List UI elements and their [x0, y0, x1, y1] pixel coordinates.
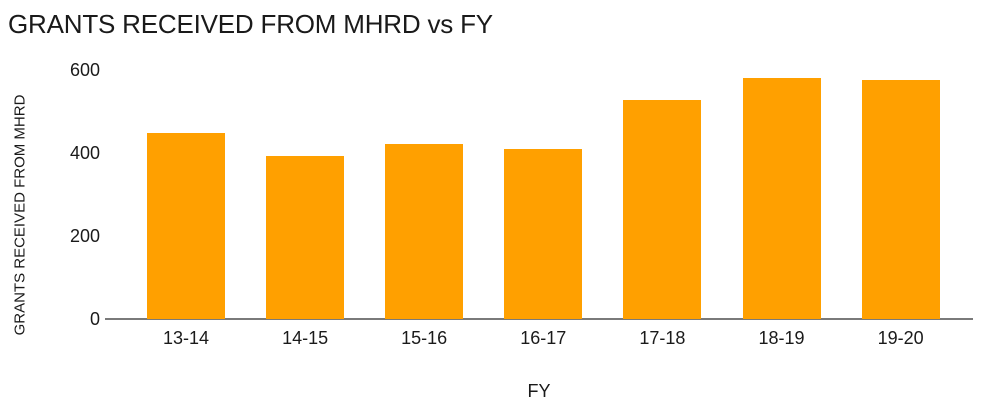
x-tick-label: 13-14 — [162, 328, 210, 348]
y-tick-label: 600 — [69, 60, 100, 80]
y-tick-label: 0 — [89, 309, 100, 329]
y-tick-label: 200 — [69, 226, 100, 246]
chart-title: GRANTS RECEIVED FROM MHRD vs FY — [8, 9, 493, 39]
bar-13-14 — [147, 133, 225, 319]
x-tick-label: 14-15 — [282, 328, 329, 348]
bar-14-15 — [266, 156, 345, 319]
y-axis-title: GRANTS RECEIVED FROM MHRD — [11, 94, 29, 336]
x-tick-label: 17-18 — [639, 328, 686, 348]
y-tick-label: 400 — [69, 143, 100, 163]
x-tick-label: 15-16 — [401, 328, 448, 348]
bar-16-17 — [504, 148, 583, 319]
x-axis-line — [105, 318, 973, 320]
bar-15-16 — [385, 144, 464, 319]
x-axis-title: FY — [527, 381, 551, 401]
bar-19-20 — [861, 79, 940, 319]
x-tick-label: 18-19 — [758, 328, 805, 348]
x-tick-label: 16-17 — [520, 328, 567, 348]
bar-17-18 — [623, 100, 702, 319]
plot-area — [105, 70, 973, 320]
bar-18-19 — [742, 77, 821, 319]
x-tick-label: 19-20 — [877, 328, 924, 348]
